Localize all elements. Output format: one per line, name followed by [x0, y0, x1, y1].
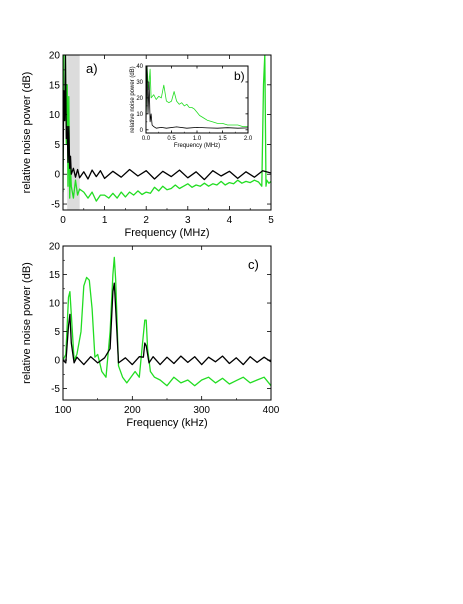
y-axis-label: relative noise power (dB): [130, 66, 136, 132]
y-tick-label: 15: [49, 80, 61, 91]
series-line-green: [63, 256, 271, 387]
x-tick-label: 3: [185, 215, 191, 226]
y-tick-label: 0: [54, 170, 60, 181]
panel-label: c): [248, 257, 259, 272]
y-axis-label: relative noise power (dB): [21, 72, 33, 194]
series-line-green: [146, 66, 248, 127]
x-tick-label: 4: [227, 215, 233, 226]
series-line-black: [146, 66, 248, 129]
series-line-black: [63, 282, 271, 366]
x-tick-label: 400: [263, 405, 280, 416]
series-line-green: [63, 55, 271, 202]
y-tick-label: 20: [49, 51, 61, 62]
x-tick-label: 1.5: [218, 136, 227, 142]
panel-c-chart: 100 200 300 400 -5 0 5 10 15 20 Frequency (kHz) rel…: [21, 242, 280, 430]
y-tick-label: 20: [49, 242, 61, 253]
x-tick-label: 0: [60, 215, 66, 226]
x-tick-label: 5: [268, 215, 274, 226]
y-tick-label: 10: [136, 112, 143, 118]
y-tick-label: -5: [51, 384, 60, 395]
x-tick-label: 2: [143, 215, 149, 226]
y-tick-label: 30: [136, 80, 143, 86]
plot-area: [146, 66, 248, 129]
x-tick-label: 200: [124, 405, 141, 416]
plot-area: [63, 55, 271, 202]
x-tick-label: 1.0: [193, 136, 202, 142]
x-tick-label: 0.0: [142, 136, 151, 142]
y-tick-label: 5: [54, 140, 60, 151]
inset-background: [146, 66, 248, 133]
y-tick-label: 0: [54, 356, 60, 367]
panel-b-inset-chart: 0.0 0.5 1.0 1.5 2.0 0 10 20 30 40 Frequency (MHz) r…: [130, 64, 253, 149]
y-tick-label: 40: [136, 64, 143, 70]
x-tick-label: 2.0: [244, 136, 253, 142]
panel-label: b): [234, 69, 245, 83]
y-tick-label: 15: [49, 270, 61, 281]
y-tick-label: 0: [140, 128, 144, 134]
x-tick-label: 1: [102, 215, 108, 226]
x-tick-label: 100: [55, 405, 72, 416]
y-tick-label: -5: [51, 200, 60, 211]
x-axis-label: Frequency (kHz): [126, 417, 207, 429]
x-tick-label: 300: [193, 405, 210, 416]
panel-label: a): [86, 61, 98, 76]
y-tick-label: 20: [136, 96, 143, 102]
y-tick-label: 10: [49, 110, 61, 121]
series-line-black: [63, 55, 271, 181]
x-tick-label: 0.5: [167, 136, 176, 142]
y-tick-label: 5: [54, 327, 60, 338]
x-axis-label: Frequency (MHz): [125, 227, 210, 239]
y-axis-label: relative noise power (dB): [21, 262, 33, 384]
x-axis-label: Frequency (MHz): [174, 143, 220, 149]
y-tick-label: 10: [49, 299, 61, 310]
plot-area: [63, 256, 271, 387]
